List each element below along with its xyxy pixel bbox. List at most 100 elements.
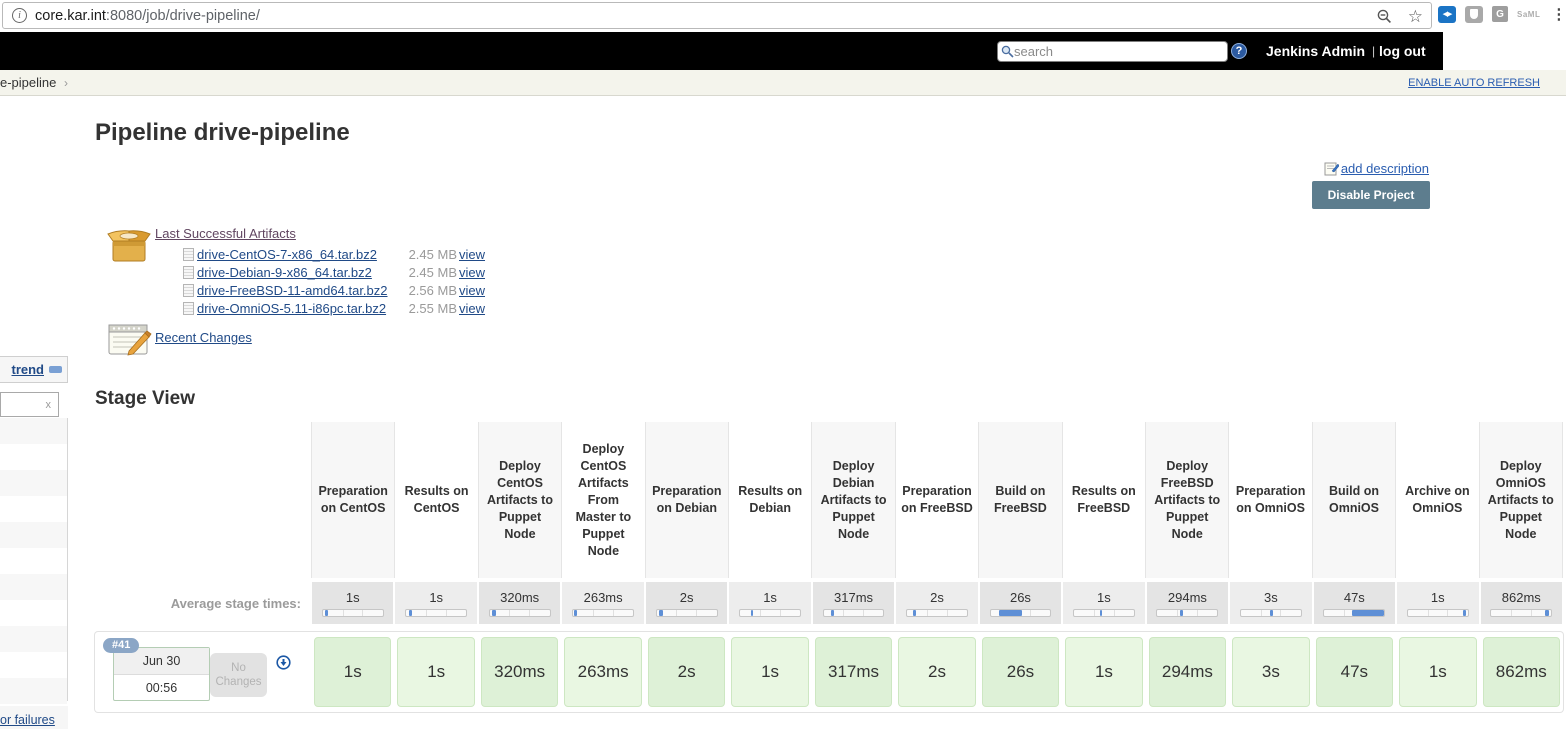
stage-name: Preparation on OmniOS (1235, 484, 1306, 515)
artifact-link[interactable]: drive-OmniOS-5.11-i86pc.tar.bz2 (197, 300, 387, 316)
extension-text-icon[interactable]: SaML (1517, 9, 1541, 19)
bar-tick (342, 609, 344, 616)
stage-result-cell[interactable]: 1s (314, 637, 392, 707)
build-history-filter-input[interactable]: x (0, 392, 59, 417)
zoom-out-icon[interactable] (1377, 9, 1392, 24)
artifact-size: 2.56 MB (408, 282, 457, 298)
stage-header-cell: Results on CentOS (394, 422, 478, 578)
artifact-view-link[interactable]: view (459, 246, 486, 262)
header-spacer (95, 422, 311, 578)
bar-fill (574, 609, 578, 616)
recent-changes-link[interactable]: Recent Changes (155, 330, 252, 345)
bar-tick (1260, 609, 1262, 616)
artifact-view-link[interactable]: view (459, 300, 486, 316)
stage-result-cell[interactable]: 317ms (814, 637, 893, 707)
stage-result-cell[interactable]: 3s (1232, 637, 1310, 707)
browser-menu-icon[interactable]: ⋮ (1551, 6, 1566, 23)
enable-auto-refresh-link[interactable]: ENABLE AUTO REFRESH (1408, 76, 1540, 89)
bar-fill (491, 609, 496, 616)
stage-name: Preparation on Debian (652, 484, 722, 515)
bar-tick (529, 609, 531, 616)
extension-g-icon[interactable]: G (1492, 6, 1508, 22)
search-input[interactable] (1014, 44, 1227, 59)
down-arrow-circle-icon[interactable] (276, 655, 291, 670)
stage-header-cell: Results on FreeBSD (1061, 422, 1145, 578)
page-info-icon[interactable]: i (12, 8, 27, 23)
bar-tick (1427, 609, 1429, 616)
extension-shield-icon[interactable] (1465, 5, 1483, 23)
average-time-value: 2s (930, 589, 944, 605)
stage-result-cell[interactable]: 26s (981, 637, 1060, 707)
build-history-row (0, 522, 67, 548)
average-time-bar (488, 608, 551, 617)
stage-result-cell[interactable]: 263ms (564, 637, 642, 707)
artifact-view-link[interactable]: view (459, 264, 486, 280)
stage-result-cell[interactable]: 1s (397, 637, 475, 707)
bar-tick (843, 609, 845, 616)
average-time-bar (1072, 608, 1135, 617)
artifact-view-link[interactable]: view (459, 282, 486, 298)
stage-result-cell[interactable]: 1s (731, 637, 809, 707)
stage-result-cell[interactable]: 47s (1315, 637, 1394, 707)
build-history-row (0, 574, 67, 600)
average-time-bar (1156, 608, 1219, 617)
stage-name: Build on FreeBSD (993, 484, 1047, 515)
url-path: :8080/job/drive-pipeline/ (105, 7, 260, 24)
bar-fill (750, 609, 754, 616)
average-time-value: 1s (1097, 589, 1111, 605)
artifact-link[interactable]: drive-Debian-9-x86_64.tar.bz2 (197, 264, 372, 280)
stage-view-table: Preparation on CentOS Results on CentOS De… (95, 422, 1563, 712)
stage-name: Build on OmniOS (1328, 484, 1379, 515)
stage-header-cell: Deploy CentOS Artifacts to Puppet Node (477, 422, 562, 578)
breadcrumb-item[interactable]: e-pipeline (0, 75, 57, 90)
logout-link[interactable]: log out (1379, 43, 1426, 59)
stage-result-cell[interactable]: 2s (898, 637, 976, 707)
url-bar[interactable]: i core.kar.int:8080/job/drive-pipeline/ … (2, 2, 1432, 29)
average-time-cell: 1s (729, 582, 811, 624)
bookmark-star-icon[interactable]: ☆ (1407, 7, 1423, 26)
stage-result-cell[interactable]: 1s (1065, 637, 1143, 707)
average-time-bar (739, 608, 802, 617)
artifact-link[interactable]: drive-CentOS-7-x86_64.tar.bz2 (197, 246, 377, 262)
bar-tick (1093, 609, 1095, 616)
stage-result-cell[interactable]: 2s (647, 637, 726, 707)
build-date: Jun 30 (114, 648, 209, 675)
stage-name: Results on Debian (738, 484, 803, 515)
stage-result-cell[interactable]: 862ms (1482, 637, 1560, 707)
stage-result-cell[interactable]: 294ms (1148, 637, 1227, 707)
average-time-cell: 2s (645, 582, 728, 624)
stage-result-cell[interactable]: 320ms (480, 637, 559, 707)
disable-project-button[interactable]: Disable Project (1312, 181, 1430, 209)
breadcrumb-chevron-icon[interactable]: › (64, 75, 68, 90)
average-time-value: 862ms (1501, 589, 1541, 605)
bar-fill (1545, 609, 1549, 616)
artifact-link[interactable]: drive-FreeBSD-11-amd64.tar.bz2 (197, 282, 388, 298)
bar-tick (926, 609, 928, 616)
build-date-link[interactable]: Jun 30 00:56 (113, 647, 210, 701)
last-successful-artifacts-link[interactable]: Last Successful Artifacts (155, 226, 296, 241)
help-icon[interactable]: ? (1231, 43, 1247, 59)
url-text[interactable]: core.kar.int:8080/job/drive-pipeline/ (35, 8, 260, 24)
extension-swap-icon[interactable]: ◀▶ (1438, 5, 1456, 23)
bar-tick (509, 609, 511, 616)
search-box[interactable] (997, 41, 1228, 62)
search-icon (1001, 45, 1014, 58)
bar-fill (659, 609, 663, 616)
show-failures-link[interactable]: or failures (0, 713, 55, 727)
clear-filter-icon[interactable]: x (45, 398, 52, 411)
stage-result-cell[interactable]: 1s (1399, 637, 1477, 707)
average-time-value: 3s (1263, 589, 1278, 605)
user-link[interactable]: Jenkins Admin (1266, 43, 1366, 59)
stage-view-title: Stage View (95, 388, 195, 409)
build-number-badge[interactable]: #41 (103, 638, 140, 653)
build-history-row (0, 418, 67, 444)
stage-name: Results on FreeBSD (1071, 484, 1136, 515)
bar-fill (998, 609, 1022, 616)
average-time-value: 320ms (500, 589, 540, 605)
bar-tick (1280, 609, 1282, 616)
average-time-bar (1323, 608, 1386, 617)
bar-fill (1269, 609, 1273, 616)
average-time-cell: 263ms (562, 582, 644, 624)
trend-link[interactable]: trend (11, 362, 45, 377)
add-description-link[interactable]: add description (1340, 161, 1429, 176)
